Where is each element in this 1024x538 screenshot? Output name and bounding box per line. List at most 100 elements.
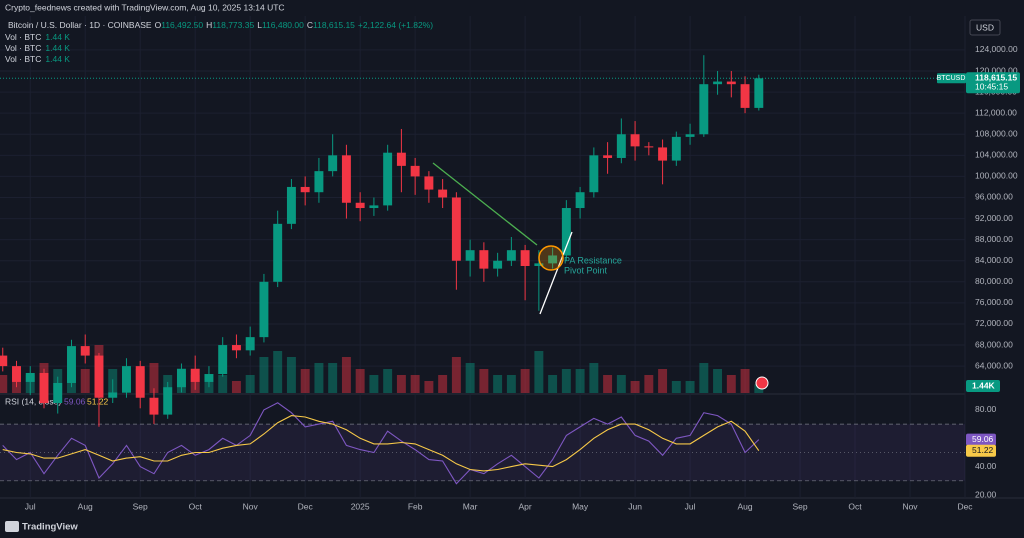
ohlc-label: L [257, 20, 262, 30]
volume-bar [754, 384, 764, 393]
volume-bar [273, 351, 283, 393]
candle-body [603, 155, 613, 158]
candle-body [94, 355, 104, 398]
last-price: 118,615.15 [975, 73, 1017, 83]
rsi-value-label: 51.22 [972, 445, 994, 455]
x-tick-label: Aug [737, 501, 752, 511]
candle-body [190, 368, 200, 382]
symbol-legend: Bitcoin / U.S. Dollar · 1D · COINBASE O11… [8, 20, 433, 30]
volume-bar [699, 363, 709, 393]
rsi-value-box [966, 444, 996, 457]
candle-body [479, 250, 489, 269]
volume-bar [438, 375, 448, 393]
volume-bar [383, 369, 393, 393]
y-tick-label: 80,000.00 [975, 276, 1013, 286]
volume-bar [396, 375, 406, 393]
candle-body [25, 372, 35, 382]
currency-box[interactable] [969, 19, 1001, 36]
y-tick-label: 84,000.00 [975, 255, 1013, 265]
candle-body [245, 337, 255, 351]
x-tick-label: Nov [902, 501, 918, 511]
candle-body [135, 366, 145, 398]
volume-name: Vol · BTC [5, 32, 41, 42]
volume-bar [506, 375, 516, 393]
candle-body [658, 147, 668, 161]
volume-bar [685, 381, 695, 393]
y-tick-label: 80.00 [975, 404, 997, 414]
volume-bar [671, 381, 681, 393]
candle-body [534, 263, 544, 266]
ohlc-value: 116,492.50 [161, 20, 203, 30]
volume-bar [451, 357, 461, 393]
volume-bar [341, 357, 351, 393]
ohlc-value: 118,615.15 [313, 20, 355, 30]
y-tick-label: 20.00 [975, 489, 997, 499]
rsi-title: RSI (14, close) [5, 396, 61, 406]
y-tick-label: 64,000.00 [975, 360, 1013, 370]
annotation: Pivot Point [564, 265, 608, 275]
drawings: PA Resistance Pivot Point [432, 162, 769, 390]
candle-body [424, 176, 434, 190]
y-tick-label: 104,000.00 [975, 150, 1018, 160]
x-tick-label: Apr [518, 501, 531, 511]
rsi-legend-value: 51.22 [87, 396, 109, 406]
x-tick-label: Aug [78, 501, 93, 511]
candle-body [754, 78, 764, 108]
volume-bar [740, 369, 750, 393]
rsi-line [2, 402, 760, 485]
volume-value: 1.44 K [45, 32, 70, 42]
y-tick-label: 112,000.00 [975, 107, 1017, 117]
volume-bar [149, 363, 159, 393]
candle-body [67, 346, 76, 383]
candle-body [520, 250, 530, 266]
volume-bar [0, 375, 8, 393]
volume-bar [603, 375, 613, 393]
candle-body [163, 387, 173, 415]
candle-body [383, 152, 393, 206]
volume-axis-box [966, 380, 1000, 392]
candle-body [341, 155, 351, 203]
candle-body [53, 382, 63, 404]
change: +2,122.64 (+1.82%) [358, 20, 433, 30]
candle-body [273, 223, 283, 282]
volume-bar [726, 375, 736, 393]
candle-body [108, 392, 118, 398]
volume-bar [561, 369, 571, 393]
rsi-value-label: 59.06 [972, 434, 994, 444]
volume-bar [259, 357, 269, 393]
grid [0, 16, 966, 498]
ohlc-value: 118,773.35 [212, 20, 254, 30]
volume-bar [465, 363, 475, 393]
y-tick-label: 68,000.00 [975, 339, 1013, 349]
candle-body [300, 186, 310, 193]
y-tick-label: 92,000.00 [975, 213, 1013, 223]
volume-value: 1.44 K [45, 54, 70, 64]
candle-body [328, 155, 338, 172]
x-tick-label: 2025 [351, 501, 370, 511]
candle-body [685, 134, 695, 137]
x-tick-label: Jun [628, 501, 642, 511]
x-tick-label: Oct [848, 501, 862, 511]
candle-body [231, 345, 241, 351]
event-icon[interactable] [755, 376, 769, 390]
rsi-line [2, 415, 760, 472]
candle-body [314, 171, 324, 193]
pivot-circle [538, 245, 564, 271]
currency: USD [976, 22, 994, 32]
volume-bar [479, 369, 489, 393]
ohlc-label: H [206, 20, 212, 30]
volume-bar [493, 375, 503, 393]
volume-bar [713, 369, 723, 393]
x-tick-label: Jul [25, 501, 36, 511]
last-price-box [966, 72, 1020, 94]
candle-body [12, 366, 21, 382]
volume-bar [589, 363, 599, 393]
y-tick-label: 88,000.00 [975, 234, 1013, 244]
candle-body [80, 346, 90, 356]
candle-body [39, 372, 49, 404]
countdown: 10:45:15 [975, 82, 1008, 92]
volume-bar [616, 375, 626, 393]
x-tick-label: Dec [298, 501, 314, 511]
candle-body [218, 345, 228, 375]
symbol-title: Bitcoin / U.S. Dollar · 1D · COINBASE [8, 20, 152, 30]
